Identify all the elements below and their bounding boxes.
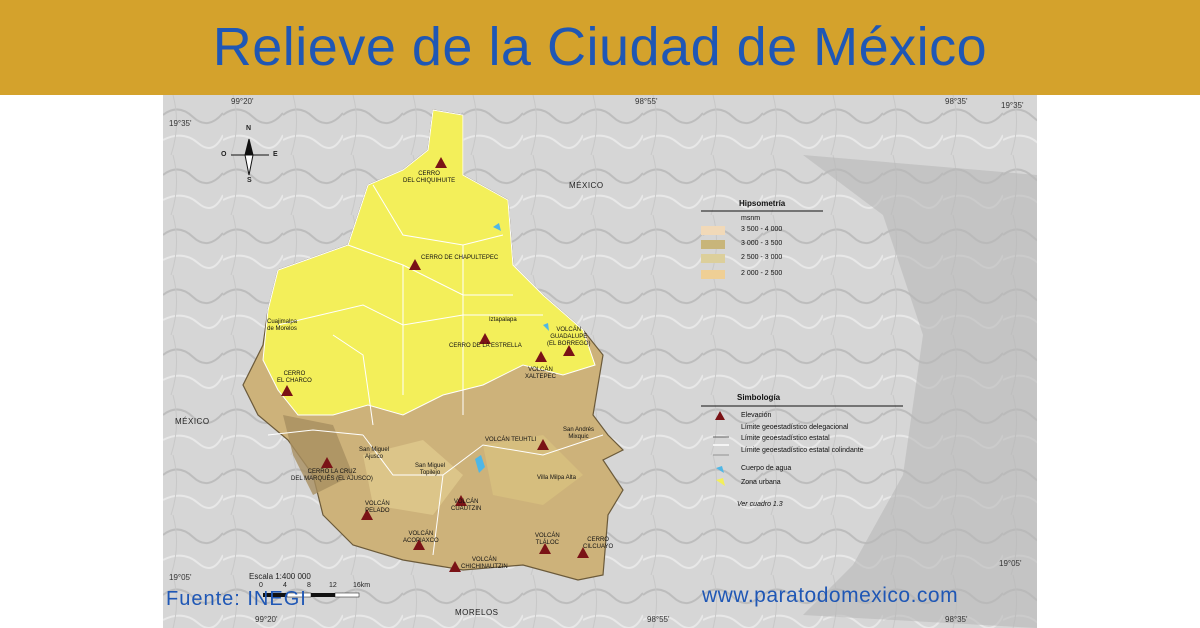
place-label: CERRO DEL CHIQUIHUITE <box>403 171 456 184</box>
compass-east: E <box>273 151 278 158</box>
region-morelos: MORELOS <box>455 608 499 617</box>
relief-map: 99°20' 98°55' 98°35' 19°35' 19°35' 19°05… <box>163 95 1037 628</box>
place-label: San Andrés Mixquic <box>563 427 595 440</box>
elevation-marker <box>321 457 333 468</box>
place-label: VOLCÁN TLÁLOC <box>535 533 560 546</box>
legend-label: Zona urbana <box>741 479 781 486</box>
scale-tick: 4 <box>283 582 287 589</box>
legend-swatch <box>701 226 725 235</box>
elevation-marker <box>409 259 421 270</box>
place-label: CERRO EL CHARCO <box>277 371 312 384</box>
place-label: CERRO CILCUAYO <box>583 537 614 550</box>
compass-north: N <box>246 125 252 132</box>
elevation-marker <box>361 509 373 520</box>
place-label: Villa Milpa Alta <box>537 475 576 481</box>
scale-label: Escala 1:400 000 <box>249 572 311 581</box>
elevation-marker <box>435 157 447 168</box>
place-label: San Miguel Ajusco <box>359 447 390 460</box>
legend-swatch <box>701 270 725 279</box>
elevation-marker <box>537 439 549 450</box>
legend-label: 2 500 - 3 000 <box>741 254 783 261</box>
scale-tick: 16km <box>353 582 371 589</box>
elevation-marker <box>281 385 293 396</box>
elevation-marker <box>455 495 467 506</box>
legend-swatch <box>701 240 725 249</box>
title-banner: Relieve de la Ciudad de México <box>0 0 1200 95</box>
legend-label: Elevación <box>741 412 772 419</box>
simbologia-title: Simbología <box>737 393 781 402</box>
coord-label: 19°05' <box>999 559 1022 568</box>
place-label: VOLCÁN TEUHTLI <box>485 437 537 443</box>
coord-label: 19°35' <box>1001 101 1024 110</box>
coord-label: 98°55' <box>635 97 658 106</box>
elevation-marker <box>449 561 461 572</box>
elevation-marker <box>563 345 575 356</box>
source-credit: Fuente: INEGI <box>166 588 307 610</box>
coord-label: 99°20' <box>231 97 254 106</box>
place-label: CERRO DE CHAPULTEPEC <box>421 255 499 261</box>
legend-label: 3 500 - 4 000 <box>741 226 783 233</box>
compass-west: O <box>221 151 227 158</box>
legend-label: 3 000 - 3 500 <box>741 240 783 247</box>
place-label: VOLCÁN XALTEPEC <box>525 367 556 380</box>
place-label: VOLCÁN ACOPIAXCO <box>403 531 439 544</box>
place-label: Cuajimalpa de Morelos <box>267 319 298 332</box>
hipsometria-unit: msnm <box>741 215 761 222</box>
legend-label: Límite geoestadístico estatal colindante <box>741 447 864 454</box>
legend-swatch <box>701 254 725 263</box>
compass-icon <box>231 138 269 176</box>
scale-tick: 0 <box>259 582 263 589</box>
elevation-marker <box>535 351 547 362</box>
legend-label: Límite geoestadístico estatal <box>741 435 830 442</box>
place-label: VOLCÁN GUADALUPE (EL BORREGO) <box>547 327 591 347</box>
place-label: VOLCÁN CUAUTZIN <box>451 499 482 512</box>
coord-label: 19°35' <box>169 119 192 128</box>
legend-label: 2 000 - 2 500 <box>741 270 783 277</box>
place-label: San Miguel Topilejo <box>415 463 446 476</box>
coord-label: 99°20' <box>255 615 278 624</box>
place-label: Iztapalapa <box>489 317 517 323</box>
region-mexico: MÉXICO <box>569 181 604 190</box>
scale-tick: 12 <box>329 582 337 589</box>
legend-label: Límite geoestadístico delegacional <box>741 424 849 431</box>
scale-tick: 8 <box>307 582 311 589</box>
legend-elevation-icon <box>715 411 725 420</box>
elevation-marker <box>539 543 551 554</box>
water-body <box>475 455 485 473</box>
coord-label: 98°35' <box>945 97 968 106</box>
compass-south: S <box>247 177 252 184</box>
place-label: VOLCÁN CHICHINAUTZIN <box>461 557 508 570</box>
coord-label: 19°05' <box>169 573 192 582</box>
map-graphic <box>163 95 1037 628</box>
website-link[interactable]: www.paratodomexico.com <box>702 584 959 607</box>
region-mexico: MÉXICO <box>175 417 210 426</box>
coord-label: 98°35' <box>945 615 968 624</box>
place-label: VOLCÁN PELADO <box>365 501 390 514</box>
elevation-marker <box>479 333 491 344</box>
place-label: CERRO LA CRUZ DEL MARQUÉS (EL AJUSCO) <box>291 469 373 482</box>
elevation-marker <box>577 547 589 558</box>
eastern-mountains <box>803 155 1037 628</box>
hipsometria-title: Hipsometría <box>739 199 786 208</box>
elevation-marker <box>413 539 425 550</box>
page-title: Relieve de la Ciudad de México <box>212 17 988 77</box>
legend-label: Cuerpo de agua <box>741 465 792 472</box>
coord-label: 98°55' <box>647 615 670 624</box>
legend-note: Ver cuadro 1.3 <box>737 501 783 508</box>
place-label: CERRO DE LA ESTRELLA <box>449 343 522 349</box>
